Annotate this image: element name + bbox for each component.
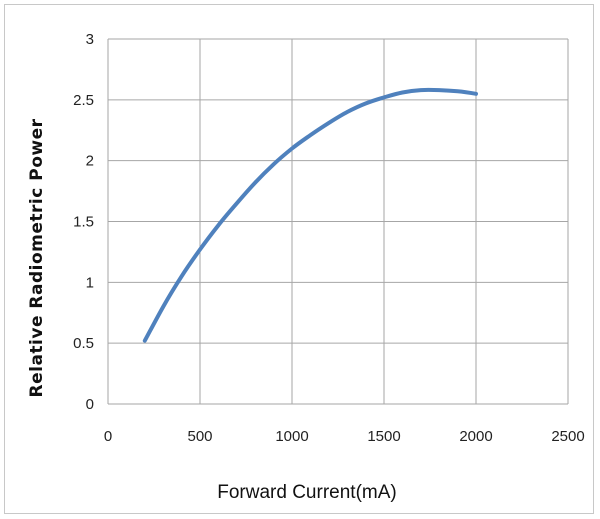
x-tick-label: 2000	[459, 428, 492, 445]
y-tick-labels: 0 0.5 1 1.5 2 2.5 3	[73, 31, 94, 413]
y-tick-label: 2	[86, 153, 94, 170]
x-tick-label: 0	[104, 428, 112, 445]
y-tick-label: 1.5	[73, 214, 94, 231]
x-tick-label: 1000	[275, 428, 308, 445]
y-tick-label: 3	[86, 31, 94, 48]
y-tick-label: 0.5	[73, 335, 94, 352]
y-tick-label: 0	[86, 396, 94, 413]
y-tick-label: 1	[86, 274, 94, 291]
x-tick-label: 2500	[551, 428, 584, 445]
x-tick-labels: 0 500 1000 1500 2000 2500	[104, 428, 585, 445]
grid	[107, 38, 569, 405]
series-line-0	[142, 87, 478, 343]
chart-frame	[4, 4, 594, 514]
x-axis-label: Forward Current(mA)	[217, 482, 396, 503]
y-axis-label: Relative Radiometric Power	[27, 118, 47, 397]
x-tick-label: 500	[187, 428, 212, 445]
y-tick-label: 2.5	[73, 92, 94, 109]
series-layer	[142, 87, 478, 343]
x-tick-label: 1500	[367, 428, 400, 445]
